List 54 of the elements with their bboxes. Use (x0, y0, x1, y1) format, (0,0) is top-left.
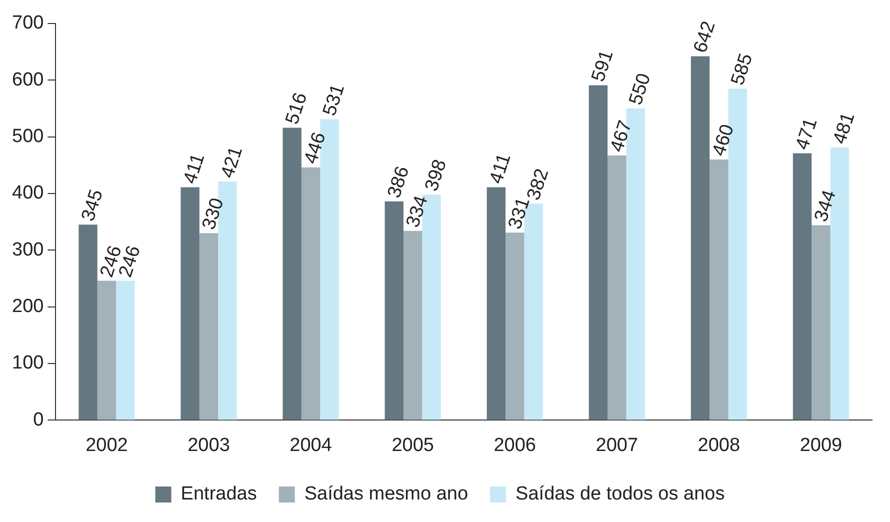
bar (78, 224, 98, 420)
data-label: 460 (708, 122, 738, 159)
bar (812, 225, 830, 420)
bar (608, 155, 626, 420)
bar (116, 280, 135, 420)
x-tick-label: 2009 (800, 434, 842, 456)
data-label: 446 (300, 130, 330, 167)
data-label: 411 (180, 151, 210, 186)
bar (506, 232, 524, 420)
bar (199, 233, 218, 420)
bar (486, 187, 506, 420)
bar (710, 159, 728, 420)
data-label: 330 (198, 196, 228, 232)
x-tick-label: 2002 (86, 434, 128, 456)
bar (97, 280, 116, 420)
bar (690, 56, 710, 420)
data-label: 550 (625, 70, 656, 108)
bar (282, 128, 302, 420)
data-label: 642 (690, 18, 720, 56)
x-tick-label: 2005 (392, 434, 434, 456)
y-tick-label: 200 (12, 296, 44, 318)
data-label: 411 (486, 151, 516, 186)
x-tick-label: 2006 (494, 434, 536, 456)
bar (301, 167, 320, 420)
data-label: 344 (810, 188, 841, 224)
data-label: 471 (792, 116, 822, 152)
bar (403, 230, 422, 420)
data-label: 585 (727, 51, 758, 88)
y-tick-label: 300 (12, 239, 44, 260)
bar (588, 85, 608, 420)
data-label: 516 (282, 90, 312, 127)
data-label: 531 (319, 82, 350, 118)
legend-label: Entradas (180, 484, 257, 505)
data-label: 398 (421, 157, 452, 194)
bar (180, 187, 200, 420)
legend-label: Saídas mesmo ano (304, 484, 468, 505)
data-label: 467 (606, 118, 636, 155)
legend-label: Saídas de todos os anos (516, 484, 725, 505)
data-label: 591 (588, 48, 618, 84)
x-tick-label: 2007 (596, 434, 638, 456)
y-tick-label: 0 (33, 409, 44, 430)
y-tick-label: 100 (12, 352, 44, 374)
y-tick-label: 700 (12, 12, 44, 34)
data-label: 481 (829, 110, 860, 147)
y-tick-label: 500 (12, 126, 44, 148)
y-tick-label: 400 (12, 182, 44, 204)
bar (792, 153, 812, 420)
x-tick-label: 2003 (188, 434, 230, 456)
bar (384, 201, 404, 420)
y-tick-label: 600 (12, 69, 44, 90)
data-label: 345 (78, 187, 108, 224)
x-tick-label: 2008 (698, 434, 740, 456)
x-tick-label: 2004 (290, 434, 332, 456)
data-label: 421 (217, 144, 247, 181)
